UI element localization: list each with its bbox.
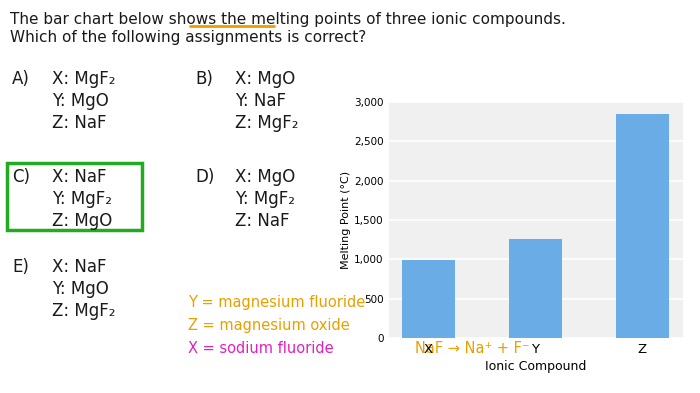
Text: Y = magnesium fluoride: Y = magnesium fluoride xyxy=(188,295,365,310)
Text: MgF₂ → Mg²⁺ + 2F⁻: MgF₂ → Mg²⁺ + 2F⁻ xyxy=(415,295,554,310)
Text: Y: MgO: Y: MgO xyxy=(52,92,108,110)
Bar xyxy=(509,239,562,338)
Text: Y: MgO: Y: MgO xyxy=(52,280,108,298)
Text: X: MgO: X: MgO xyxy=(235,70,295,88)
Text: Z: NaF: Z: NaF xyxy=(235,212,290,230)
Text: A): A) xyxy=(12,70,30,88)
Text: Y: MgF₂: Y: MgF₂ xyxy=(235,190,295,208)
Text: X: NaF: X: NaF xyxy=(52,258,106,276)
Text: Z: MgF₂: Z: MgF₂ xyxy=(52,302,116,320)
Text: MgO → Mg²⁺ + O²⁻: MgO → Mg²⁺ + O²⁻ xyxy=(415,318,552,333)
Text: Z = magnesium oxide: Z = magnesium oxide xyxy=(188,318,350,333)
Text: Z: MgF₂: Z: MgF₂ xyxy=(235,114,298,132)
Text: D): D) xyxy=(195,168,214,186)
Text: C): C) xyxy=(12,168,30,186)
Text: X: MgO: X: MgO xyxy=(235,168,295,186)
Text: B): B) xyxy=(195,70,213,88)
X-axis label: Ionic Compound: Ionic Compound xyxy=(485,360,586,373)
Bar xyxy=(616,114,669,338)
Text: X: MgF₂: X: MgF₂ xyxy=(52,70,116,88)
Text: X = sodium fluoride: X = sodium fluoride xyxy=(188,341,334,356)
Text: X: NaF: X: NaF xyxy=(52,168,106,186)
Text: Z: MgO: Z: MgO xyxy=(52,212,112,230)
Bar xyxy=(402,260,455,338)
Text: The bar chart below shows the melting points of three ionic compounds.: The bar chart below shows the melting po… xyxy=(10,12,566,27)
Text: Y: MgF₂: Y: MgF₂ xyxy=(52,190,112,208)
Text: Which of the following assignments is correct?: Which of the following assignments is co… xyxy=(10,30,366,45)
Text: Z: NaF: Z: NaF xyxy=(52,114,106,132)
Y-axis label: Melting Point (°C): Melting Point (°C) xyxy=(341,171,351,269)
Text: Y: NaF: Y: NaF xyxy=(235,92,286,110)
Text: E): E) xyxy=(12,258,29,276)
Text: NaF → Na⁺ + F⁻: NaF → Na⁺ + F⁻ xyxy=(415,341,530,356)
